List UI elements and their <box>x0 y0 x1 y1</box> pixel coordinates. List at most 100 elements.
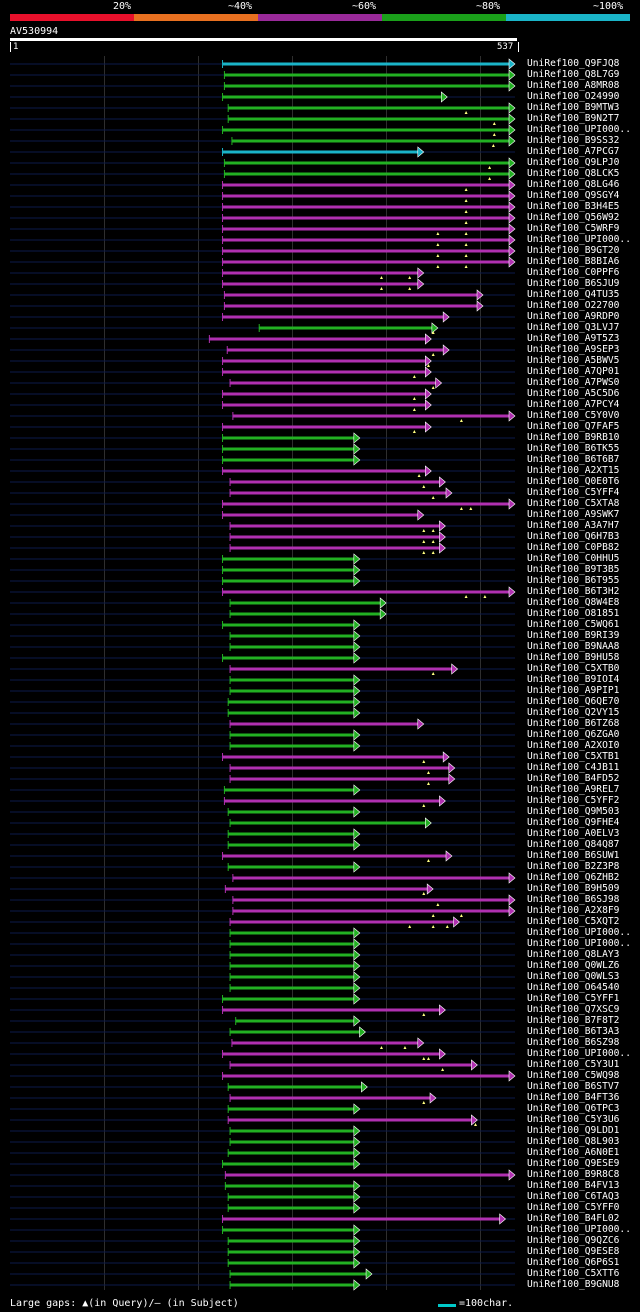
hit-bar[interactable] <box>232 410 516 422</box>
hit-label[interactable]: UniRef100_A0ELV3 <box>527 828 620 839</box>
hit-bar[interactable] <box>222 366 432 378</box>
hit-label[interactable]: UniRef100_Q6ZHB2 <box>527 872 620 883</box>
hit-label[interactable]: UniRef100_C5Y3U6 <box>527 1114 620 1125</box>
hit-bar[interactable] <box>222 1213 507 1225</box>
hit-bar[interactable] <box>208 333 432 345</box>
hit-label[interactable]: UniRef100_O81851 <box>527 608 620 619</box>
hit-label[interactable]: UniRef100_B6STV7 <box>527 1081 620 1092</box>
hit-bar[interactable] <box>222 443 361 455</box>
hit-bar[interactable] <box>222 212 516 224</box>
hit-label[interactable]: UniRef100_C5YFF2 <box>527 795 620 806</box>
hit-label[interactable]: UniRef100_Q8L903 <box>527 1136 620 1147</box>
hit-label[interactable]: UniRef100_B9R8C8 <box>527 1169 620 1180</box>
hit-label[interactable]: UniRef100_B2Z3P8 <box>527 861 620 872</box>
hit-bar[interactable] <box>229 1059 478 1071</box>
hit-bar[interactable] <box>227 707 361 719</box>
hit-bar[interactable] <box>229 1268 373 1280</box>
hit-bar[interactable] <box>227 113 516 125</box>
hit-label[interactable]: UniRef100_B3H4E5 <box>527 201 620 212</box>
hit-label[interactable]: UniRef100_A5C5D6 <box>527 388 620 399</box>
hit-bar[interactable] <box>223 168 516 180</box>
hit-bar[interactable] <box>222 388 432 400</box>
hit-bar[interactable] <box>222 564 361 576</box>
hit-bar[interactable] <box>222 509 425 521</box>
hit-label[interactable]: UniRef100_C5XTB1 <box>527 751 620 762</box>
hit-bar[interactable] <box>223 784 361 796</box>
hit-bar[interactable] <box>229 1279 361 1291</box>
hit-label[interactable]: UniRef100_C5Y3U1 <box>527 1059 620 1070</box>
hit-bar[interactable] <box>222 223 516 235</box>
hit-label[interactable]: UniRef100_O64540 <box>527 982 620 993</box>
hit-label[interactable]: UniRef100_A5BWV5 <box>527 355 620 366</box>
hit-label[interactable]: UniRef100_Q9ESE9 <box>527 1158 620 1169</box>
hit-label[interactable]: UniRef100_A7QP01 <box>527 366 620 377</box>
hit-label[interactable]: UniRef100_Q9FJQ8 <box>527 58 620 69</box>
hit-bar[interactable] <box>229 520 446 532</box>
hit-bar[interactable] <box>229 773 456 785</box>
hit-bar[interactable] <box>229 1125 361 1137</box>
hit-bar[interactable] <box>229 663 459 675</box>
hit-label[interactable]: UniRef100_C0PB82 <box>527 542 620 553</box>
hit-bar[interactable] <box>222 58 516 70</box>
hit-bar[interactable] <box>227 1114 478 1126</box>
hit-bar[interactable] <box>229 960 361 972</box>
hit-bar[interactable] <box>222 146 425 158</box>
hit-label[interactable]: UniRef100_B9H509 <box>527 883 620 894</box>
hit-bar[interactable] <box>222 124 516 136</box>
hit-bar[interactable] <box>222 1004 446 1016</box>
hit-label[interactable]: UniRef100_Q8W4E8 <box>527 597 620 608</box>
hit-bar[interactable] <box>222 311 450 323</box>
hit-bar[interactable] <box>229 971 361 983</box>
hit-label[interactable]: UniRef100_B6SUW1 <box>527 850 620 861</box>
hit-label[interactable]: UniRef100_A8MR08 <box>527 80 620 91</box>
hit-bar[interactable] <box>229 1092 437 1104</box>
hit-label[interactable]: UniRef100_O22700 <box>527 300 620 311</box>
hit-bar[interactable] <box>229 982 361 994</box>
hit-label[interactable]: UniRef100_Q7XSC9 <box>527 1004 620 1015</box>
hit-bar[interactable] <box>229 674 361 686</box>
hit-label[interactable]: UniRef100_Q0WLS3 <box>527 971 620 982</box>
hit-bar[interactable] <box>227 1246 361 1258</box>
hit-label[interactable]: UniRef100_B7F8T2 <box>527 1015 620 1026</box>
hit-bar[interactable] <box>222 850 453 862</box>
hit-bar[interactable] <box>222 454 361 466</box>
hit-label[interactable]: UniRef100_C5YFF1 <box>527 993 620 1004</box>
hit-label[interactable]: UniRef100_Q3LVJ7 <box>527 322 620 333</box>
hit-label[interactable]: UniRef100_Q6QE70 <box>527 696 620 707</box>
hit-label[interactable]: UniRef100_A7PCG7 <box>527 146 620 157</box>
hit-label[interactable]: UniRef100_A2XT15 <box>527 465 620 476</box>
hit-bar[interactable] <box>222 245 516 257</box>
hit-bar[interactable] <box>222 432 361 444</box>
hit-bar[interactable] <box>229 531 446 543</box>
hit-bar[interactable] <box>223 289 484 301</box>
hit-bar[interactable] <box>227 1257 361 1269</box>
hit-label[interactable]: UniRef100_Q8LG46 <box>527 179 620 190</box>
hit-label[interactable]: UniRef100_B6T3A3 <box>527 1026 620 1037</box>
hit-bar[interactable] <box>229 927 361 939</box>
hit-bar[interactable] <box>227 806 361 818</box>
hit-label[interactable]: UniRef100_B6T3H2 <box>527 586 620 597</box>
hit-label[interactable]: UniRef100_B9RI39 <box>527 630 620 641</box>
hit-bar[interactable] <box>229 542 446 554</box>
hit-label[interactable]: UniRef100_B9N2T7 <box>527 113 620 124</box>
hit-bar[interactable] <box>229 762 456 774</box>
hit-bar[interactable] <box>222 179 516 191</box>
hit-bar[interactable] <box>222 256 516 268</box>
hit-bar[interactable] <box>229 630 361 642</box>
hit-label[interactable]: UniRef100_A2XOI0 <box>527 740 620 751</box>
hit-bar[interactable] <box>223 69 516 81</box>
hit-bar[interactable] <box>222 91 448 103</box>
hit-label[interactable]: UniRef100_B9T3B5 <box>527 564 620 575</box>
hit-bar[interactable] <box>229 641 361 653</box>
hit-label[interactable]: UniRef100_A9PIP1 <box>527 685 620 696</box>
hit-bar[interactable] <box>229 685 361 697</box>
hit-label[interactable]: UniRef100_A7PWS0 <box>527 377 620 388</box>
hit-label[interactable]: UniRef100_UPI000.. <box>527 124 631 135</box>
hit-bar[interactable] <box>227 696 361 708</box>
hit-label[interactable]: UniRef100_C6TAQ3 <box>527 1191 620 1202</box>
hit-label[interactable]: UniRef100_A7PCY4 <box>527 399 620 410</box>
hit-label[interactable]: UniRef100_Q9LDD1 <box>527 1125 620 1136</box>
hit-bar[interactable] <box>222 619 361 631</box>
hit-label[interactable]: UniRef100_Q6ZGA0 <box>527 729 620 740</box>
hit-bar[interactable] <box>223 795 446 807</box>
